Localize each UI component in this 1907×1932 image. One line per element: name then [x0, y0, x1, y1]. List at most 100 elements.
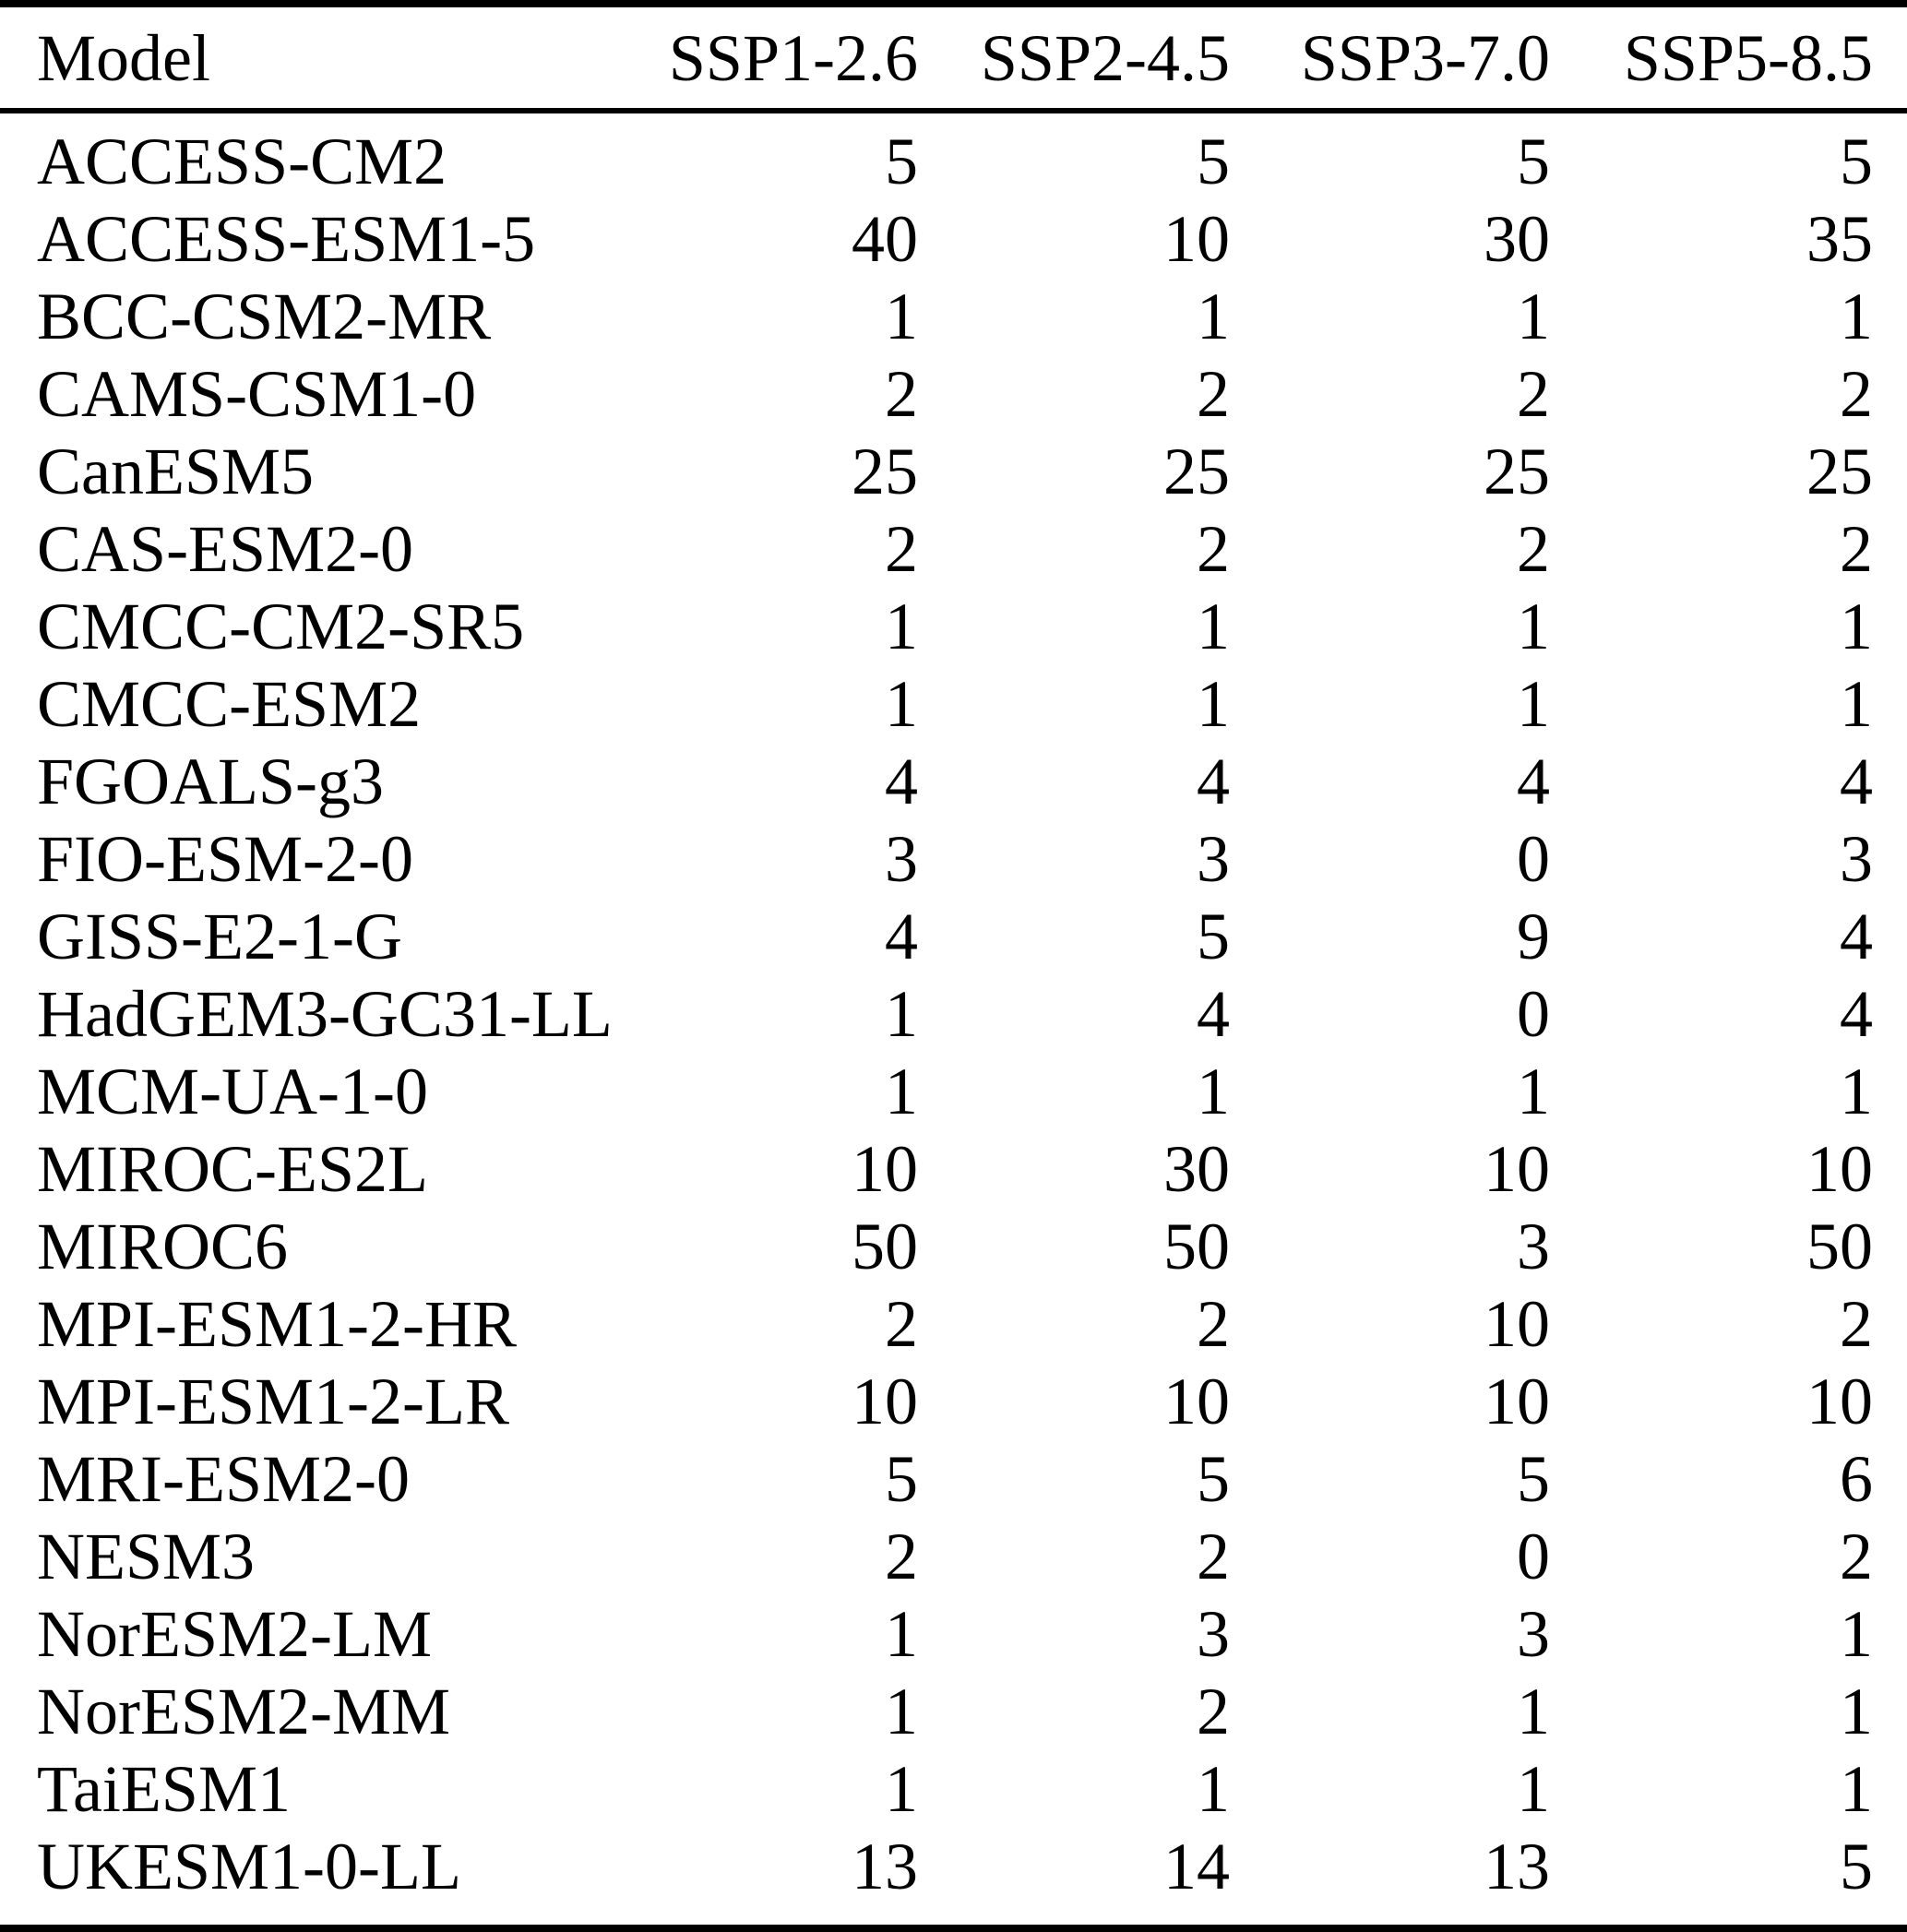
table-row: MIROC-ES2L 10 30 10 10	[0, 1130, 1907, 1208]
model-name-cell: MIROC-ES2L	[37, 1132, 429, 1206]
ensemble-count-cell: 4	[1840, 900, 1873, 973]
model-name-cell: FGOALS-g3	[37, 745, 385, 818]
table-row: CAMS-CSM1-0 2 2 2 2	[0, 355, 1907, 433]
ensemble-count-cell: 2	[885, 1287, 918, 1361]
ensemble-count-cell: 3	[1517, 1597, 1550, 1671]
table-row: NESM3 2 2 0 2	[0, 1518, 1907, 1595]
ensemble-count-cell: 25	[1484, 435, 1550, 508]
ensemble-count-cell: 50	[1806, 1210, 1873, 1283]
ensemble-count-cell: 1	[885, 1675, 918, 1748]
ensemble-count-cell: 4	[1840, 745, 1873, 818]
ensemble-count-cell: 2	[1517, 512, 1550, 586]
ensemble-count-cell: 5	[885, 1442, 918, 1516]
column-header-ssp5-85: SSP5-8.5	[1550, 4, 1907, 113]
table-row: MPI-ESM1-2-LR 10 10 10 10	[0, 1363, 1907, 1440]
table-row: BCC-CSM2-MR 1 1 1 1	[0, 278, 1907, 355]
ensemble-count-cell: 1	[1197, 590, 1230, 663]
ensemble-count-cell: 2	[1840, 512, 1873, 586]
table-row: ACCESS-CM2 5 5 5 5	[0, 111, 1907, 200]
ensemble-count-cell: 1	[1517, 280, 1550, 353]
ensemble-count-cell: 4	[1197, 977, 1230, 1051]
table-row: MCM-UA-1-0 1 1 1 1	[0, 1053, 1907, 1130]
ensemble-count-cell: 1	[1840, 1675, 1873, 1748]
table-row: GISS-E2-1-G 4 5 9 4	[0, 898, 1907, 975]
ensemble-count-cell: 0	[1517, 822, 1550, 896]
ensemble-count-cell: 1	[1517, 1752, 1550, 1826]
model-name-cell: CAMS-CSM1-0	[37, 357, 477, 431]
ensemble-count-cell: 3	[1517, 1210, 1550, 1283]
model-name-cell: BCC-CSM2-MR	[37, 280, 492, 353]
ensemble-count-cell: 3	[885, 822, 918, 896]
model-name-cell: NorESM2-LM	[37, 1597, 432, 1671]
model-name-cell: MRI-ESM2-0	[37, 1442, 411, 1516]
table-row: ACCESS-ESM1-5 40 10 30 35	[0, 200, 1907, 278]
ensemble-count-cell: 10	[1484, 1365, 1550, 1438]
ensemble-count-cell: 5	[1517, 125, 1550, 198]
ensemble-count-cell: 5	[1517, 1442, 1550, 1516]
table-row: FGOALS-g3 4 4 4 4	[0, 743, 1907, 820]
model-name-cell: CAS-ESM2-0	[37, 512, 414, 586]
ensemble-count-cell: 1	[885, 1597, 918, 1671]
ensemble-count-cell: 6	[1840, 1442, 1873, 1516]
column-header-ssp3-70: SSP3-7.0	[1230, 4, 1550, 113]
ensemble-count-cell: 5	[1197, 1442, 1230, 1516]
table-row: CanESM5 25 25 25 25	[0, 433, 1907, 510]
ensemble-count-cell: 13	[1484, 1830, 1550, 1903]
ensemble-count-cell: 0	[1517, 977, 1550, 1051]
model-name-cell: UKESM1-0-LL	[37, 1830, 461, 1903]
model-name-cell: CanESM5	[37, 435, 315, 508]
ensemble-count-cell: 1	[1840, 1752, 1873, 1826]
ensemble-count-cell: 2	[1517, 357, 1550, 431]
ensemble-count-cell: 40	[852, 202, 918, 276]
ensemble-count-cell: 1	[1197, 1752, 1230, 1826]
header-row: Model SSP1-2.6 SSP2-4.5 SSP3-7.0 SSP5-8.…	[0, 4, 1907, 113]
ensemble-count-cell: 2	[1197, 512, 1230, 586]
ensemble-count-cell: 2	[1197, 1520, 1230, 1593]
table-row: NorESM2-MM 1 2 1 1	[0, 1673, 1907, 1750]
table-row: CMCC-CM2-SR5 1 1 1 1	[0, 588, 1907, 665]
ensemble-count-cell: 10	[1484, 1287, 1550, 1361]
model-name-cell: ACCESS-CM2	[37, 125, 447, 198]
model-name-cell: MCM-UA-1-0	[37, 1055, 428, 1128]
ensemble-count-cell: 30	[1163, 1132, 1230, 1206]
model-name-cell: FIO-ESM-2-0	[37, 822, 413, 896]
ensemble-count-cell: 5	[1197, 125, 1230, 198]
ensemble-count-cell: 3	[1840, 822, 1873, 896]
ensemble-count-cell: 10	[1163, 1365, 1230, 1438]
ensemble-count-cell: 4	[885, 900, 918, 973]
ensemble-count-cell: 2	[1197, 357, 1230, 431]
model-name-cell: TaiESM1	[37, 1752, 291, 1826]
ensemble-count-cell: 10	[1484, 1132, 1550, 1206]
ensemble-count-cell: 50	[852, 1210, 918, 1283]
ensemble-count-cell: 1	[885, 1055, 918, 1128]
ensemble-count-cell: 1	[1197, 1055, 1230, 1128]
ensemble-count-cell: 30	[1484, 202, 1550, 276]
ensemble-count-cell: 10	[1806, 1365, 1873, 1438]
table-row: FIO-ESM-2-0 3 3 0 3	[0, 820, 1907, 898]
table-row: NorESM2-LM 1 3 3 1	[0, 1595, 1907, 1673]
ensemble-count-cell: 25	[1806, 435, 1873, 508]
ensemble-count-cell: 5	[885, 125, 918, 198]
ensemble-count-cell: 25	[1163, 435, 1230, 508]
ensemble-count-cell: 0	[1517, 1520, 1550, 1593]
model-name-cell: MPI-ESM1-2-LR	[37, 1365, 510, 1438]
ensemble-count-cell: 3	[1197, 1597, 1230, 1671]
ensemble-count-cell: 10	[1806, 1132, 1873, 1206]
column-header-model: Model	[0, 4, 600, 113]
column-header-ssp2-45: SSP2-4.5	[918, 4, 1230, 113]
ensemble-count-cell: 2	[885, 1520, 918, 1593]
ensemble-count-cell: 1	[1517, 590, 1550, 663]
ensemble-count-cell: 1	[1197, 667, 1230, 741]
ensemble-count-cell: 2	[885, 357, 918, 431]
ensemble-count-cell: 1	[885, 590, 918, 663]
table-body: ACCESS-CM2 5 5 5 5 ACCESS-ESM1-5 40 10 30 35 BCC-C…	[0, 111, 1907, 1905]
model-name-cell: HadGEM3-GC31-LL	[37, 977, 613, 1051]
model-name-cell: NESM3	[37, 1520, 256, 1593]
ensemble-count-cell: 2	[885, 512, 918, 586]
model-name-cell: ACCESS-ESM1-5	[37, 202, 536, 276]
ensemble-count-cell: 1	[885, 667, 918, 741]
model-name-cell: MPI-ESM1-2-HR	[37, 1287, 518, 1361]
ensemble-count-cell: 50	[1163, 1210, 1230, 1283]
